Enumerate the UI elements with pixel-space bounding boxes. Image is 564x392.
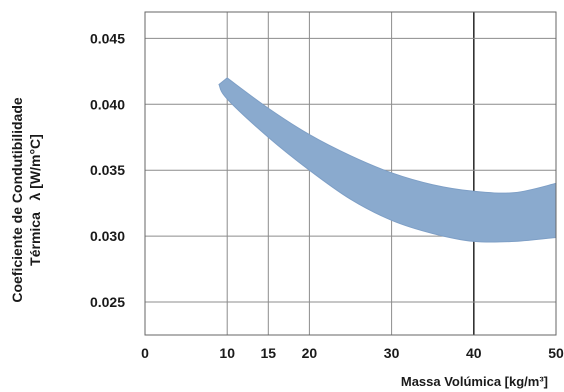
thermal-conductivity-band bbox=[218, 77, 557, 243]
y-axis-label-line2: Térmica λ [W/m°C] bbox=[27, 134, 43, 266]
y-tick-label: 0.045 bbox=[90, 30, 125, 46]
y-tick-label: 0.035 bbox=[90, 162, 125, 178]
y-tick-label: 0.025 bbox=[90, 294, 125, 310]
tick-labels: 0 10 15 20 30 40 50 0.025 0.030 0.035 0.040 0.045 bbox=[90, 30, 564, 361]
grid bbox=[145, 12, 556, 335]
x-tick-label: 10 bbox=[219, 345, 235, 361]
y-tick-label: 0.030 bbox=[90, 228, 125, 244]
x-tick-label: 30 bbox=[384, 345, 400, 361]
x-axis-label: Massa Volúmica [kg/m³] bbox=[401, 374, 548, 389]
plot-frame bbox=[144, 11, 557, 336]
x-tick-label: 15 bbox=[261, 345, 277, 361]
x-tick-label: 50 bbox=[548, 345, 564, 361]
x-tick-label: 0 bbox=[141, 345, 149, 361]
x-tick-label: 40 bbox=[466, 345, 482, 361]
y-axis-label-line1: Coeficiente de Condutibilidade bbox=[9, 97, 25, 303]
x-tick-label: 20 bbox=[302, 345, 318, 361]
y-tick-label: 0.040 bbox=[90, 96, 125, 112]
